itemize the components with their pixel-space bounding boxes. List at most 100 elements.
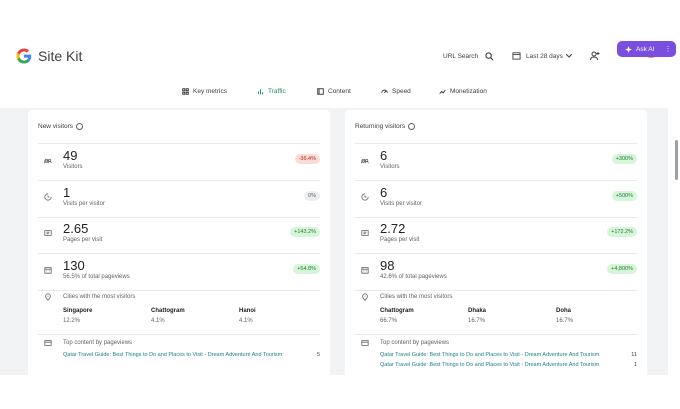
content-count: 5 <box>316 352 320 358</box>
card-title: Returning visitors <box>355 123 416 131</box>
city-name: Chattogram <box>380 308 414 314</box>
tab-icon <box>317 88 324 95</box>
icon <box>361 158 369 164</box>
user-add-icon[interactable] <box>590 51 600 60</box>
metric-value: 49 <box>63 148 78 163</box>
calendar-icon[interactable] <box>512 51 521 60</box>
separator <box>38 216 320 218</box>
city-name: Dhaka <box>468 308 487 314</box>
metric-label: 56.5% of total pageviews <box>63 273 130 280</box>
tab[interactable]: Key metrics <box>182 88 227 95</box>
city-share: 4.1% <box>239 318 253 324</box>
separator <box>355 334 637 335</box>
city-name: Singapore <box>63 308 93 314</box>
icon <box>44 192 52 201</box>
metric-value: 6 <box>380 148 388 163</box>
tab-icon <box>182 88 189 95</box>
card-title-text: Returning visitors <box>355 123 406 131</box>
ai-icon <box>625 45 632 53</box>
metric-label: Visits per visitor <box>63 200 105 207</box>
content-link[interactable]: Qatar Travel Guide: Best Things to Do an… <box>380 362 600 368</box>
separator <box>38 180 320 181</box>
info-icon[interactable] <box>76 123 84 130</box>
tab-label[interactable]: Traffic <box>268 88 286 95</box>
content-link[interactable]: Qatar Travel Guide: Best Things to Do an… <box>63 352 283 358</box>
google-logo <box>16 48 32 64</box>
chevron[interactable] <box>566 54 572 58</box>
tab-icon <box>257 89 264 95</box>
search-icon[interactable] <box>485 52 494 61</box>
metric-label: 42.6% of total pageviews <box>380 273 447 280</box>
tab-icon <box>381 89 388 94</box>
city-name: Chattogram <box>151 308 185 314</box>
metric-value: 130 <box>63 257 85 273</box>
cities-title: Cities with the most visitors <box>63 294 136 300</box>
card-title-text: New visitors <box>38 123 74 131</box>
metric-value: 98 <box>380 257 395 273</box>
content-title: Top content by pageviews <box>63 340 133 346</box>
city-share: 12.2% <box>63 318 81 324</box>
content-link[interactable]: Qatar Travel Guide: Best Things to Do an… <box>380 352 600 358</box>
tab-label[interactable]: Content <box>328 88 351 95</box>
icon <box>44 158 52 164</box>
city-share: 66.7% <box>380 318 398 324</box>
icon <box>361 266 369 274</box>
scrollbar[interactable] <box>675 140 678 180</box>
icon <box>45 293 51 301</box>
icon <box>361 230 369 236</box>
content-count: 11 <box>631 352 637 358</box>
separator <box>38 253 320 254</box>
info-icon[interactable] <box>408 123 416 130</box>
change-badge: +143.2% <box>290 227 320 237</box>
tab-label[interactable]: Key metrics <box>193 88 227 95</box>
separator <box>355 143 637 144</box>
tab[interactable]: Monetization <box>439 88 487 95</box>
icon <box>361 340 369 346</box>
change-badge: +300% <box>611 154 637 164</box>
icon <box>44 340 52 346</box>
city-share: 16.7% <box>468 318 486 324</box>
city-share: 16.7% <box>556 318 574 324</box>
metric-label: Pages per visit <box>380 237 420 243</box>
separator <box>38 334 320 335</box>
card: Returning visitors 6 Visitors +300% 6 Visits … <box>345 110 647 375</box>
icon <box>361 192 369 201</box>
metric-label: Pages per visit <box>63 237 103 243</box>
tab-label[interactable]: Speed <box>392 88 411 95</box>
content-title: Top content by pageviews <box>380 340 450 346</box>
tab[interactable]: Content <box>317 88 351 95</box>
separator <box>355 289 637 291</box>
metric-value: 6 <box>380 184 388 200</box>
brand: Site Kit <box>38 48 83 64</box>
metric-label: Visits per visitor <box>380 200 422 207</box>
change-badge: +54.8% <box>293 263 320 274</box>
tab-label[interactable]: Monetization <box>450 88 487 95</box>
change-badge: +4,800% <box>607 263 637 274</box>
card: New visitors 49 Visitors -36.4% 1 Visits per … <box>28 110 330 375</box>
icon <box>362 293 368 301</box>
tab[interactable]: Traffic <box>257 88 286 95</box>
icon <box>44 230 52 236</box>
tab[interactable]: Speed <box>381 88 411 95</box>
change-badge: 0% <box>304 190 320 201</box>
dashboard: New visitors 49 Visitors -36.4% 1 Visits per … <box>0 108 668 375</box>
separator <box>38 289 320 291</box>
separator <box>355 180 637 181</box>
drag-handle: ⋮ <box>664 46 672 53</box>
metric-value: 2.72 <box>380 221 406 236</box>
metric-value: 1 <box>63 184 71 200</box>
cities-title: Cities with the most visitors <box>380 294 453 300</box>
ask-ai-button[interactable]: Ask AI ⋮ <box>617 41 676 57</box>
metric-label: Visitors <box>380 164 400 170</box>
url-search[interactable]: URL Search <box>443 53 479 60</box>
city-name: Hanoi <box>239 308 256 314</box>
city-name: Doha <box>556 308 571 314</box>
separator <box>38 143 320 144</box>
change-badge: +172.2% <box>607 227 637 237</box>
city-share: 4.1% <box>151 318 165 324</box>
ask-ai-label[interactable]: Ask AI <box>636 45 655 53</box>
date-range[interactable]: Last 28 days <box>526 53 563 60</box>
tab-icon <box>439 89 446 94</box>
change-badge: +500% <box>611 190 637 201</box>
